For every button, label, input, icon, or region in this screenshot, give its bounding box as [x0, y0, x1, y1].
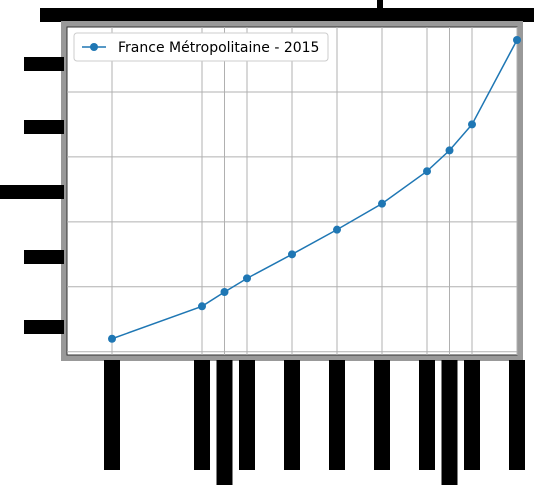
series-markers	[108, 35, 521, 343]
y-tick-label	[24, 250, 64, 264]
title-redaction-tick	[377, 0, 383, 10]
data-point	[468, 120, 476, 129]
legend: France Métropolitaine - 2015	[73, 32, 329, 62]
x-tick-label	[374, 360, 390, 470]
grid	[67, 27, 518, 355]
data-point	[243, 274, 251, 283]
x-tick-label	[216, 360, 233, 485]
data-point	[513, 35, 521, 44]
x-tick-label	[239, 360, 255, 470]
legend-label: France Métropolitaine - 2015	[118, 40, 319, 56]
data-point	[220, 287, 229, 296]
legend-marker	[90, 43, 98, 51]
y-tick-label	[24, 57, 64, 71]
x-tick-label	[419, 360, 435, 470]
data-point	[333, 225, 341, 234]
data-point	[423, 167, 431, 176]
y-tick-label	[24, 320, 64, 334]
data-point	[198, 302, 206, 311]
data-point	[445, 146, 454, 155]
x-tick-label	[464, 360, 480, 470]
data-point	[108, 334, 116, 343]
x-tick-label	[284, 360, 300, 470]
x-tick-label	[509, 360, 525, 470]
x-tick-labels	[104, 360, 525, 485]
legend-box	[73, 32, 329, 62]
title-redaction	[40, 8, 534, 22]
x-tick-label	[104, 360, 120, 470]
y-tick-label	[24, 120, 64, 134]
x-tick-label	[441, 360, 458, 485]
x-tick-label	[194, 360, 210, 470]
data-point	[378, 199, 386, 208]
data-point	[288, 250, 296, 259]
y-tick-label	[0, 185, 64, 199]
x-tick-label	[329, 360, 345, 470]
y-tick-labels	[0, 57, 64, 334]
